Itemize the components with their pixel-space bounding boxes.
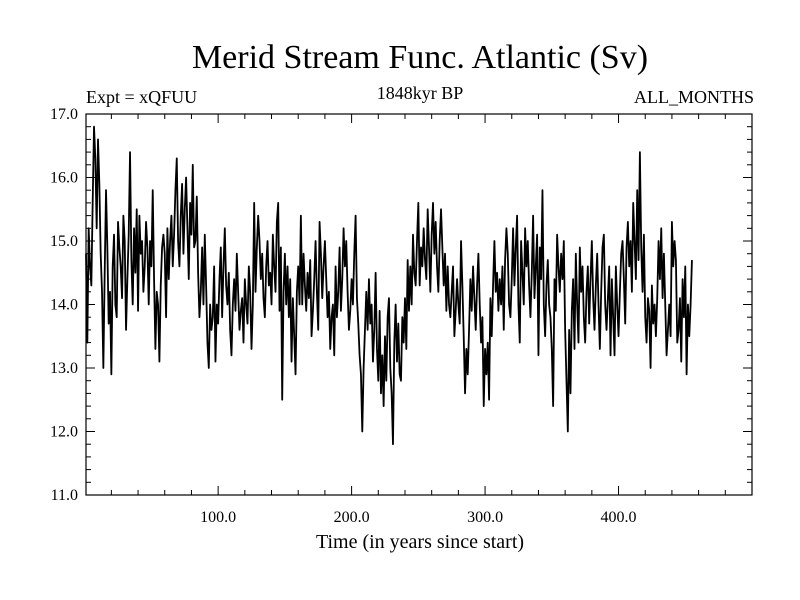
y-tick-label: 12.0 bbox=[50, 424, 78, 441]
plot-frame bbox=[85, 113, 753, 496]
months-label: ALL_MONTHS bbox=[634, 87, 754, 107]
y-tick-label: 13.0 bbox=[50, 360, 78, 377]
x-tick-label: 200.0 bbox=[334, 509, 370, 526]
x-tick-label: 400.0 bbox=[601, 509, 637, 526]
y-tick-label: 16.0 bbox=[50, 170, 78, 187]
x-axis-label: Time (in years since start) bbox=[316, 531, 524, 553]
chart-title: Merid Stream Func. Atlantic (Sv) bbox=[191, 39, 649, 76]
period-label: 1848kyr BP bbox=[376, 83, 464, 103]
y-tick-label: 11.0 bbox=[51, 487, 78, 504]
x-tick-label: 100.0 bbox=[200, 509, 236, 526]
series-line bbox=[85, 125, 693, 446]
x-tick-label: 300.0 bbox=[467, 509, 503, 526]
x-axis: 100.0 200.0 300.0 400.0 bbox=[110, 114, 726, 526]
y-tick-label: 17.0 bbox=[50, 106, 78, 123]
experiment-label: Expt = xQFUU bbox=[86, 87, 198, 107]
y-tick-label: 14.0 bbox=[50, 297, 78, 314]
y-axis: 11.0 12.0 13.0 14.0 15.0 16.0 17.0 bbox=[50, 106, 752, 504]
y-tick-label: 15.0 bbox=[50, 233, 78, 250]
